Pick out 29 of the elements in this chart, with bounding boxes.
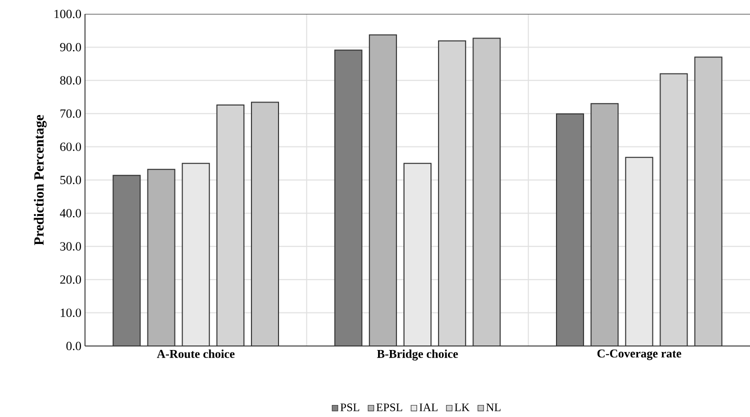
- legend-label: LK: [454, 404, 470, 412]
- bar: [368, 34, 397, 346]
- y-tick-label: 20.0: [60, 275, 82, 284]
- legend-label: NL: [486, 404, 500, 412]
- bar: [334, 50, 362, 346]
- bar: [147, 168, 176, 346]
- bar: [250, 102, 280, 346]
- bar: [590, 103, 619, 346]
- x-tick-label: A-Route choice: [156, 350, 235, 358]
- bar: [112, 174, 141, 346]
- y-axis-title: Prediction Percentage: [34, 114, 47, 246]
- bar: [472, 38, 501, 346]
- x-tick-label: C-Coverage rate: [597, 350, 682, 360]
- legend-label: EPSL: [376, 404, 402, 412]
- y-tick-label: 70.0: [60, 109, 82, 118]
- y-tick-label: 40.0: [60, 208, 82, 218]
- y-tick-label: 50.0: [60, 176, 82, 184]
- y-tick-label: 90.0: [60, 42, 82, 52]
- y-tick-label: 100.0: [54, 10, 82, 18]
- y-tick-label: 30.0: [60, 242, 82, 251]
- legend-label: IAL: [419, 404, 438, 412]
- bar: [694, 56, 722, 346]
- y-tick-label: 10.0: [60, 308, 82, 318]
- bar: [556, 113, 584, 346]
- y-tick-label: 60.0: [60, 142, 82, 152]
- legend-label: PSL: [340, 404, 360, 412]
- x-tick-label: B-Bridge choice: [377, 350, 458, 360]
- y-tick-label: 80.0: [60, 76, 82, 85]
- y-tick-label: 0.0: [66, 342, 82, 350]
